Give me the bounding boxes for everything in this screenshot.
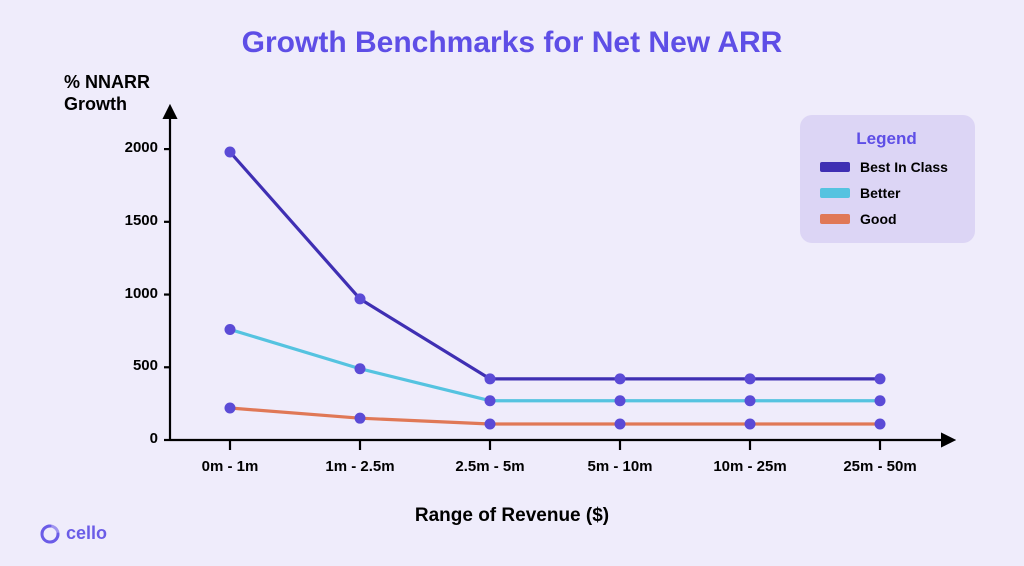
legend-label: Better: [860, 185, 900, 201]
y-tick-label: 0: [108, 430, 158, 447]
series-marker: [615, 373, 626, 384]
series-marker: [615, 395, 626, 406]
chart-svg: [0, 0, 1024, 566]
y-tick-label: 1500: [108, 212, 158, 229]
chart-canvas: Growth Benchmarks for Net New ARR% NNARR…: [0, 0, 1024, 566]
series-marker: [615, 419, 626, 430]
x-tick-label: 1m - 2.5m: [325, 458, 394, 475]
x-tick-label: 2.5m - 5m: [455, 458, 524, 475]
series-marker: [225, 147, 236, 158]
series-marker: [355, 363, 366, 374]
y-tick-label: 500: [108, 357, 158, 374]
legend-swatch: [820, 214, 850, 224]
legend-item: Good: [820, 211, 953, 227]
series-marker: [875, 373, 886, 384]
x-tick-label: 10m - 25m: [713, 458, 786, 475]
series-line: [230, 152, 880, 379]
series-marker: [225, 324, 236, 335]
x-axis-label: Range of Revenue ($): [0, 505, 1024, 527]
x-tick-label: 0m - 1m: [202, 458, 259, 475]
y-tick-label: 2000: [108, 139, 158, 156]
brand-name: cello: [66, 523, 107, 544]
series-marker: [875, 419, 886, 430]
series-line: [230, 408, 880, 424]
legend-item: Better: [820, 185, 953, 201]
series-marker: [485, 419, 496, 430]
series-marker: [355, 413, 366, 424]
series-marker: [745, 395, 756, 406]
legend-title: Legend: [820, 129, 953, 149]
legend-label: Best In Class: [860, 159, 948, 175]
series-marker: [745, 373, 756, 384]
legend-item: Best In Class: [820, 159, 953, 175]
legend-swatch: [820, 188, 850, 198]
legend-swatch: [820, 162, 850, 172]
legend-label: Good: [860, 211, 897, 227]
series-marker: [745, 419, 756, 430]
legend: Legend Best In Class Better Good: [800, 115, 975, 243]
series-marker: [485, 373, 496, 384]
series-marker: [225, 403, 236, 414]
x-tick-label: 25m - 50m: [843, 458, 916, 475]
series-marker: [875, 395, 886, 406]
series-marker: [355, 293, 366, 304]
series-line: [230, 329, 880, 400]
series-marker: [485, 395, 496, 406]
cello-icon: [40, 524, 60, 544]
brand-logo: cello: [40, 523, 107, 544]
x-tick-label: 5m - 10m: [587, 458, 652, 475]
y-tick-label: 1000: [108, 285, 158, 302]
